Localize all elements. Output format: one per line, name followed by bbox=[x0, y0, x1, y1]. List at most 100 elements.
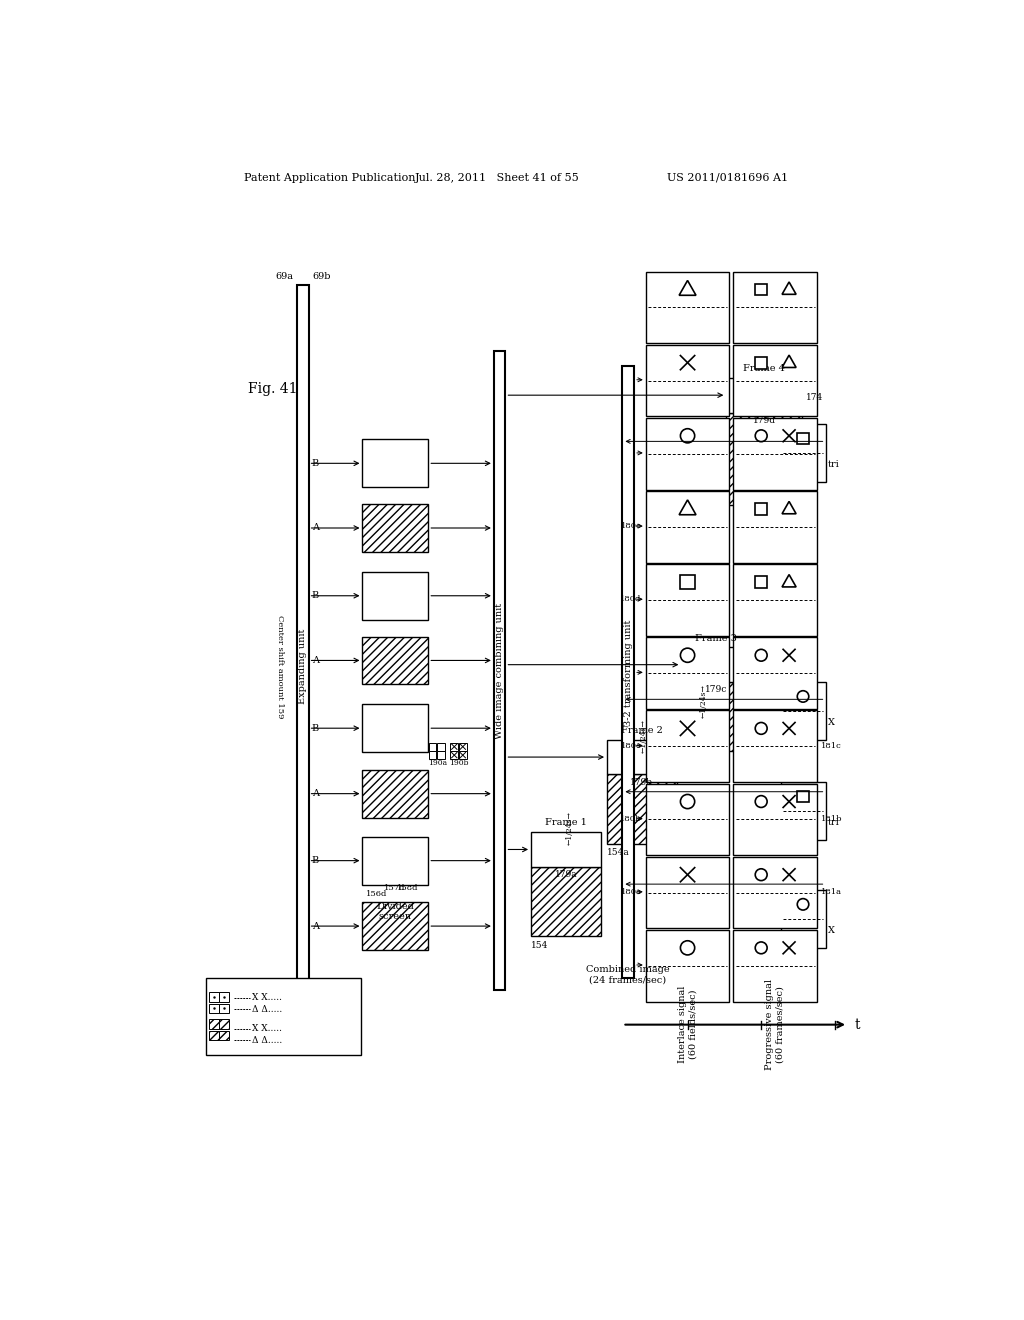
Bar bbox=[726, 413, 802, 506]
Text: 180a: 180a bbox=[621, 888, 642, 896]
Text: Frame 2: Frame 2 bbox=[621, 726, 663, 735]
Text: 190a: 190a bbox=[428, 759, 446, 767]
Bar bbox=[437, 743, 445, 751]
Text: X: X bbox=[827, 925, 835, 935]
Bar bbox=[219, 1003, 228, 1014]
Bar bbox=[726, 378, 802, 412]
Bar bbox=[680, 576, 694, 589]
Bar bbox=[733, 784, 817, 855]
Text: 180c: 180c bbox=[622, 742, 642, 750]
Bar bbox=[362, 837, 428, 884]
Bar bbox=[459, 751, 467, 759]
Bar bbox=[780, 682, 825, 739]
Bar bbox=[646, 491, 729, 562]
Text: A: A bbox=[311, 656, 318, 665]
Bar bbox=[607, 739, 677, 775]
Text: A: A bbox=[311, 524, 318, 532]
Text: Center shift amount 159: Center shift amount 159 bbox=[275, 615, 284, 718]
Text: 180e: 180e bbox=[621, 523, 642, 531]
Text: 179d: 179d bbox=[753, 416, 776, 425]
Bar bbox=[756, 503, 767, 515]
Text: 181c: 181c bbox=[821, 742, 842, 750]
Bar bbox=[219, 1031, 228, 1040]
Bar bbox=[362, 440, 428, 487]
Bar bbox=[733, 929, 817, 1002]
Text: 180d: 180d bbox=[621, 595, 642, 603]
Bar bbox=[756, 356, 767, 368]
Bar bbox=[362, 572, 428, 619]
Bar bbox=[646, 857, 729, 928]
Bar bbox=[798, 791, 809, 803]
Text: Fig. 41: Fig. 41 bbox=[248, 383, 298, 396]
Text: Divided
screen: Divided screen bbox=[377, 902, 415, 921]
Text: 180b: 180b bbox=[621, 814, 642, 822]
Bar bbox=[429, 751, 436, 759]
Text: X: X bbox=[827, 718, 835, 727]
Bar bbox=[733, 272, 817, 343]
Bar bbox=[362, 636, 428, 684]
Bar bbox=[209, 1019, 219, 1028]
Bar bbox=[733, 638, 817, 709]
Bar bbox=[531, 832, 601, 867]
Bar bbox=[780, 781, 825, 840]
Bar bbox=[646, 710, 729, 781]
Bar bbox=[219, 993, 228, 1002]
Text: 69a: 69a bbox=[275, 272, 293, 281]
Text: US 2011/0181696 A1: US 2011/0181696 A1 bbox=[667, 173, 787, 182]
Text: Interlace signal
(60 fields/sec): Interlace signal (60 fields/sec) bbox=[678, 986, 697, 1064]
Text: B: B bbox=[311, 591, 318, 601]
Bar bbox=[362, 903, 428, 950]
Text: Combined image
(24 frames/sec): Combined image (24 frames/sec) bbox=[586, 965, 670, 985]
Bar bbox=[733, 345, 817, 416]
Bar bbox=[733, 418, 817, 490]
Bar bbox=[733, 564, 817, 636]
Text: X X.....: X X..... bbox=[252, 1024, 282, 1034]
Text: Frame 1: Frame 1 bbox=[545, 818, 587, 828]
Bar bbox=[646, 929, 729, 1002]
Text: ←1/24s→: ←1/24s→ bbox=[699, 684, 708, 718]
Bar bbox=[362, 770, 428, 817]
Text: 69b: 69b bbox=[312, 272, 331, 281]
Bar bbox=[798, 433, 809, 445]
Bar bbox=[494, 351, 506, 990]
Bar bbox=[623, 367, 634, 978]
Text: Δ Δ.....: Δ Δ..... bbox=[252, 1036, 283, 1044]
Text: A: A bbox=[311, 789, 318, 799]
Bar bbox=[362, 504, 428, 552]
Bar bbox=[733, 710, 817, 781]
Bar bbox=[429, 743, 436, 751]
Text: Patent Application Publication: Patent Application Publication bbox=[245, 173, 416, 182]
Bar bbox=[756, 577, 767, 587]
Bar bbox=[451, 751, 458, 759]
Bar bbox=[646, 564, 729, 636]
Bar bbox=[451, 743, 458, 751]
Bar bbox=[607, 775, 677, 843]
Bar bbox=[756, 284, 767, 296]
Bar bbox=[437, 751, 445, 759]
Bar bbox=[780, 424, 825, 482]
Bar bbox=[362, 705, 428, 752]
Bar bbox=[646, 784, 729, 855]
Text: 179c: 179c bbox=[706, 685, 727, 694]
Text: t: t bbox=[854, 1018, 860, 1032]
Bar bbox=[780, 890, 825, 948]
Text: Progressive signal
(60 frames/sec): Progressive signal (60 frames/sec) bbox=[765, 979, 784, 1071]
Text: Δ Δ.....: Δ Δ..... bbox=[252, 1005, 283, 1014]
Bar bbox=[209, 1003, 219, 1014]
Text: 190b: 190b bbox=[450, 759, 469, 767]
Bar bbox=[646, 272, 729, 343]
Text: 179b: 179b bbox=[631, 777, 653, 787]
Bar bbox=[646, 418, 729, 490]
Text: tri: tri bbox=[827, 818, 840, 828]
Text: B: B bbox=[311, 857, 318, 865]
Text: 158d: 158d bbox=[397, 884, 419, 892]
Text: 179a: 179a bbox=[555, 870, 578, 879]
Text: 156d: 156d bbox=[367, 890, 388, 898]
Text: 181b: 181b bbox=[821, 814, 843, 822]
Text: 157d: 157d bbox=[384, 884, 406, 892]
Bar bbox=[646, 638, 729, 709]
Text: Expanding unit: Expanding unit bbox=[298, 628, 307, 705]
Text: 3-2 transforming unit: 3-2 transforming unit bbox=[624, 619, 633, 726]
Text: Wide image combining unit: Wide image combining unit bbox=[496, 602, 504, 738]
Text: Frame 3: Frame 3 bbox=[695, 634, 737, 643]
